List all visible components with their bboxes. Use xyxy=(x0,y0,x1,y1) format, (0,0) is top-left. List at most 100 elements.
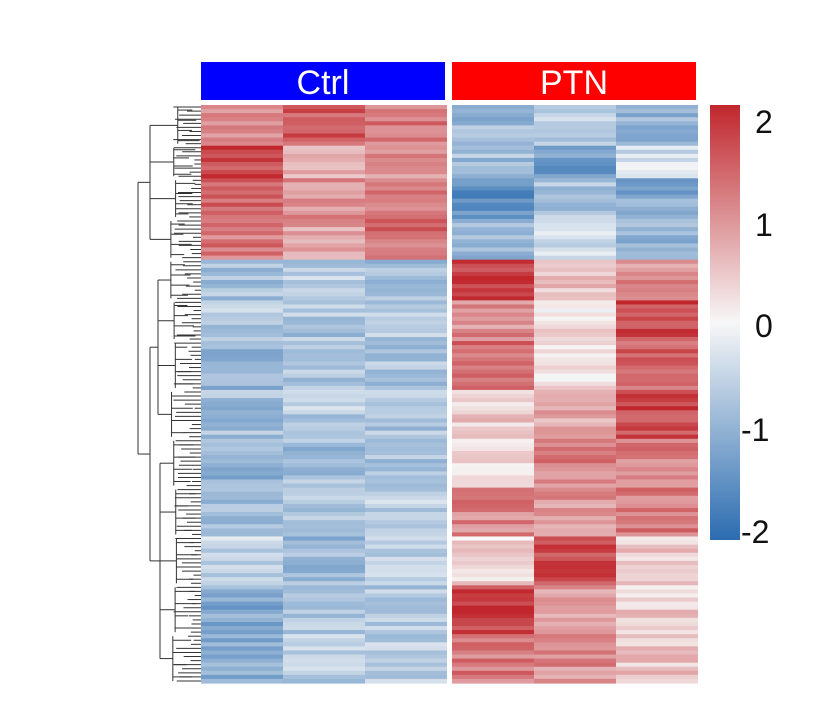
heatmap-cell xyxy=(365,540,447,546)
heatmap-cell xyxy=(452,528,534,533)
heatmap-cell xyxy=(534,280,616,285)
heatmap-cell xyxy=(201,357,283,363)
heatmap-cell xyxy=(452,109,534,114)
heatmap-cell xyxy=(201,516,283,521)
heatmap-cell xyxy=(534,218,616,224)
heatmap-cell xyxy=(534,178,616,183)
heatmap-cell xyxy=(201,337,283,342)
heatmap-cell xyxy=(283,658,365,664)
heatmap-cell xyxy=(452,642,534,647)
heatmap-cell xyxy=(452,105,534,110)
heatmap-cell xyxy=(534,450,616,456)
heatmap-cell xyxy=(616,357,698,363)
heatmap-cell xyxy=(365,621,447,627)
heatmap-cell xyxy=(283,544,365,550)
heatmap-cell xyxy=(283,377,365,383)
heatmap-cell xyxy=(452,300,534,306)
heatmap-cell xyxy=(452,479,534,485)
heatmap-cell xyxy=(283,328,365,334)
heatmap-cell xyxy=(452,182,534,188)
heatmap-cell xyxy=(534,499,616,505)
heatmap-cell xyxy=(283,210,365,216)
heatmap-cell xyxy=(201,638,283,643)
heatmap-cell xyxy=(201,630,283,635)
heatmap-cell xyxy=(616,491,698,497)
heatmap-cell xyxy=(201,166,283,171)
heatmap-cell xyxy=(283,357,365,363)
heatmap-cell xyxy=(534,361,616,367)
heatmap-cell xyxy=(283,556,365,562)
heatmap-cell xyxy=(201,621,283,627)
heatmap-cell xyxy=(201,223,283,228)
heatmap-cell xyxy=(283,564,365,570)
heatmap-cell xyxy=(201,402,283,407)
heatmap-cell xyxy=(283,214,365,220)
heatmap-cell xyxy=(452,227,534,232)
heatmap-cell xyxy=(201,324,283,330)
heatmap-cell xyxy=(201,487,283,493)
heatmap-cell xyxy=(616,349,698,354)
heatmap-cell xyxy=(616,552,698,558)
heatmap-cell xyxy=(452,536,534,542)
heatmap-cell xyxy=(365,349,447,354)
heatmap-cell xyxy=(616,646,698,652)
heatmap-cell xyxy=(534,210,616,216)
heatmap-cell xyxy=(534,564,616,570)
heatmap-cell xyxy=(616,345,698,350)
heatmap-cell xyxy=(365,573,447,578)
heatmap-cell xyxy=(616,524,698,529)
heatmap-cell xyxy=(616,512,698,517)
heatmap-cell xyxy=(616,231,698,236)
heatmap-cell xyxy=(201,573,283,578)
heatmap-cell xyxy=(283,438,365,444)
heatmap-cell xyxy=(534,353,616,358)
heatmap-cell xyxy=(616,109,698,114)
heatmap-cell xyxy=(452,670,534,676)
heatmap-cell xyxy=(365,548,447,554)
heatmap-cell xyxy=(283,316,365,322)
heatmap-cell xyxy=(452,296,534,301)
heatmap-cell xyxy=(365,373,447,379)
heatmap-cell xyxy=(283,573,365,578)
heatmap-cell xyxy=(201,145,283,151)
heatmap-cell xyxy=(365,296,447,301)
heatmap-cell xyxy=(452,512,534,517)
heatmap-cell xyxy=(365,161,447,167)
heatmap-cell xyxy=(616,621,698,627)
heatmap-cell xyxy=(365,512,447,517)
group-bar-ctrl xyxy=(201,62,445,100)
heatmap-cell xyxy=(616,402,698,407)
heatmap-cell xyxy=(616,186,698,192)
heatmap-cell xyxy=(365,402,447,407)
heatmap-cell xyxy=(452,255,534,261)
heatmap-cell xyxy=(534,137,616,143)
heatmap-cell xyxy=(201,341,283,346)
heatmap-cell xyxy=(452,280,534,285)
color-scale-tick-2: 2 xyxy=(755,104,773,140)
heatmap-cell xyxy=(283,389,365,395)
heatmap-cell xyxy=(534,251,616,257)
heatmap-cell xyxy=(365,662,447,668)
heatmap-cell xyxy=(616,654,698,660)
heatmap-cell xyxy=(452,674,534,680)
heatmap-cell xyxy=(201,512,283,517)
heatmap-cell xyxy=(452,410,534,415)
heatmap-cell xyxy=(365,214,447,220)
heatmap-cell xyxy=(283,292,365,297)
heatmap-cell xyxy=(201,328,283,334)
heatmap-cell xyxy=(201,296,283,301)
heatmap-cell xyxy=(365,389,447,395)
heatmap-cell xyxy=(534,548,616,554)
heatmap-cell xyxy=(452,125,534,131)
heatmap-cell xyxy=(201,300,283,306)
heatmap-cell xyxy=(201,528,283,533)
heatmap-cell xyxy=(283,125,365,131)
heatmap-cell xyxy=(616,328,698,334)
heatmap-cell xyxy=(534,186,616,192)
heatmap-cell xyxy=(452,349,534,354)
heatmap-cell xyxy=(534,373,616,379)
heatmap-cell xyxy=(452,467,534,472)
heatmap-cell xyxy=(365,267,447,273)
heatmap-cell xyxy=(365,569,447,574)
heatmap-cell xyxy=(452,483,534,489)
